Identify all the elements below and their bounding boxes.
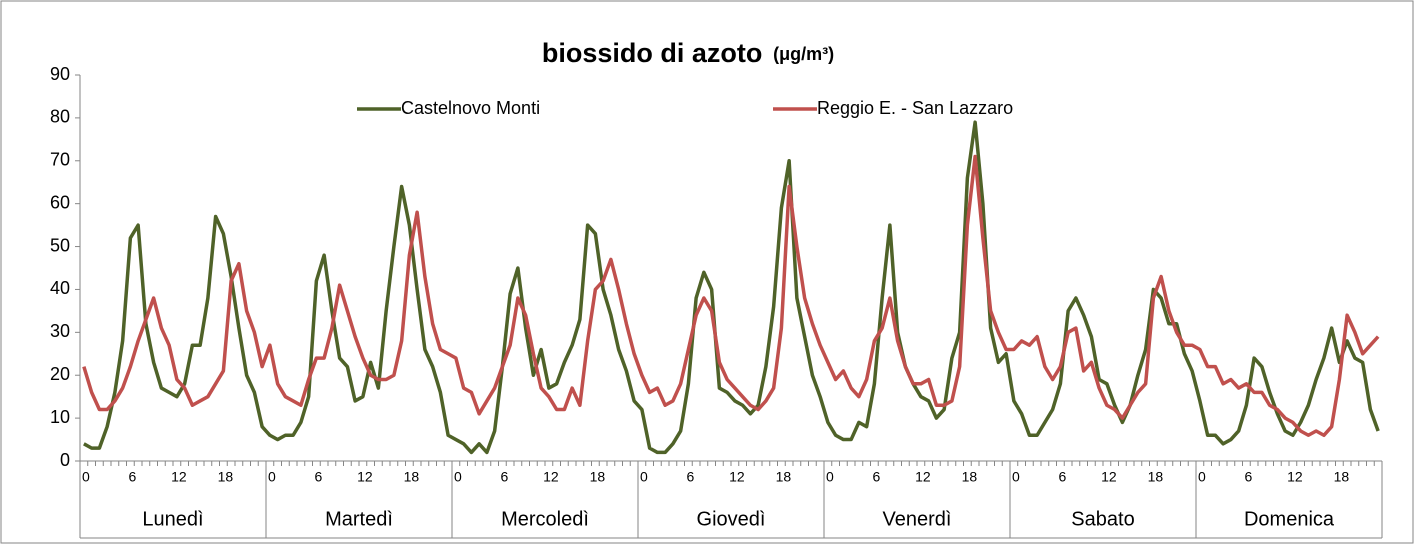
legend-label: Reggio E. - San Lazzaro [817,98,1013,118]
x-tick-label: 6 [1244,469,1252,485]
x-tick-label: 12 [729,469,745,485]
series-line [82,154,1380,438]
x-tick-label: 0 [1012,469,1020,485]
y-tick-label: 40 [50,278,70,298]
x-tick-label: 18 [218,469,234,485]
y-tick-label: 30 [50,321,70,341]
x-tick-label: 18 [404,469,420,485]
x-tick-label: 0 [1198,469,1206,485]
y-tick-label: 70 [50,150,70,170]
x-tick-label: 6 [314,469,322,485]
x-tick-label: 18 [776,469,792,485]
x-tick-label: 12 [1287,469,1303,485]
y-tick-label: 90 [50,64,70,84]
series-line [83,120,1380,455]
group-label: Giovedì [697,508,766,530]
x-tick-label: 6 [1058,469,1066,485]
x-tick-label: 12 [171,469,187,485]
x-tick-label: 12 [357,469,373,485]
group-label: Venerdì [883,508,952,530]
group-label: Martedì [325,508,393,530]
title-unit: (μg/m³) [773,44,834,64]
x-tick-label: 18 [1148,469,1164,485]
x-tick-label: 12 [1101,469,1117,485]
x-tick-label: 0 [268,469,276,485]
y-tick-label: 0 [60,450,70,470]
y-tick-label: 10 [50,407,70,427]
y-tick-label: 60 [50,192,70,212]
x-tick-label: 6 [872,469,880,485]
legend-label: Castelnovo Monti [401,98,540,118]
group-label: Lunedì [142,508,203,530]
y-tick-label: 20 [50,364,70,384]
group-label: Sabato [1071,508,1134,530]
x-tick-label: 6 [686,469,694,485]
group-label: Mercoledì [501,508,589,530]
x-tick-label: 18 [1334,469,1350,485]
x-tick-label: 0 [826,469,834,485]
x-tick-label: 0 [82,469,90,485]
y-tick-label: 50 [50,235,70,255]
x-tick-label: 12 [543,469,559,485]
chart-title: biossido di azoto (μg/m³) [542,38,834,68]
x-tick-label: 6 [128,469,136,485]
x-tick-label: 0 [640,469,648,485]
y-tick-label: 80 [50,107,70,127]
x-tick-label: 6 [500,469,508,485]
x-tick-label: 0 [454,469,462,485]
x-tick-label: 18 [590,469,606,485]
title-main: biossido di azoto [542,38,763,68]
x-tick-label: 18 [962,469,978,485]
group-label: Domenica [1244,508,1335,530]
x-tick-label: 12 [915,469,931,485]
